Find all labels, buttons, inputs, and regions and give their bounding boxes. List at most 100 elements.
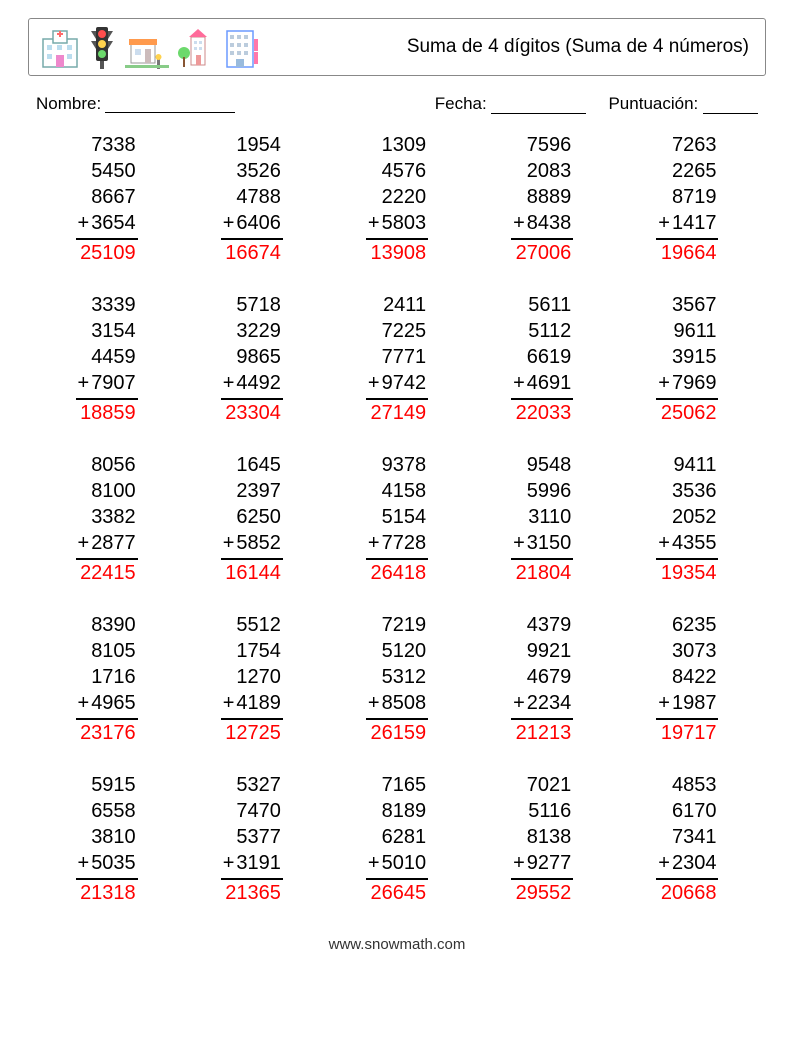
addend: 4788	[221, 184, 283, 210]
addend: 7263	[656, 132, 718, 158]
plus-sign: +	[658, 530, 672, 556]
addend: 8422	[656, 664, 718, 690]
addend: 1954	[221, 132, 283, 158]
name-blank[interactable]	[105, 94, 235, 113]
addend: 8138	[511, 824, 573, 850]
last-addend-line: +9742	[366, 370, 428, 396]
answer: 26645	[366, 880, 428, 906]
last-addend-line: +2304	[656, 850, 718, 876]
problem-stack: 532774705377+319121365	[221, 772, 283, 906]
addend: 8889	[511, 184, 573, 210]
addend: 7219	[366, 612, 428, 638]
problem-stack: 759620838889+843827006	[511, 132, 573, 266]
answer: 21213	[511, 720, 573, 746]
plus-sign: +	[513, 530, 527, 556]
plus-sign: +	[78, 210, 92, 236]
plus-sign: +	[78, 690, 92, 716]
addend: 9277	[527, 850, 572, 876]
addend: 5377	[221, 824, 283, 850]
last-addend-line: +7728	[366, 530, 428, 556]
answer: 22415	[76, 560, 138, 586]
answer: 18859	[76, 400, 138, 426]
addend: 4691	[527, 370, 572, 396]
header-icons	[39, 25, 263, 69]
addend: 1309	[366, 132, 428, 158]
last-addend-line: +7969	[656, 370, 718, 396]
last-addend-line: +4189	[221, 690, 283, 716]
name-label: Nombre:	[36, 94, 101, 114]
last-addend-line: +4355	[656, 530, 718, 556]
addend: 6250	[221, 504, 283, 530]
addend: 7728	[382, 530, 427, 556]
addend: 5718	[221, 292, 283, 318]
addition-problem: 721951205312+850826159	[324, 612, 469, 746]
addend: 3567	[656, 292, 718, 318]
last-addend-line: +2234	[511, 690, 573, 716]
addend: 3073	[656, 638, 718, 664]
addend: 7596	[511, 132, 573, 158]
addend: 2397	[221, 478, 283, 504]
addend: 3915	[656, 344, 718, 370]
plus-sign: +	[223, 850, 237, 876]
answer: 19717	[656, 720, 718, 746]
addend: 7165	[366, 772, 428, 798]
problem-stack: 333931544459+790718859	[76, 292, 138, 426]
problem-stack: 195435264788+640616674	[221, 132, 283, 266]
addend: 6619	[511, 344, 573, 370]
last-addend-line: +8438	[511, 210, 573, 236]
addend: 8508	[382, 690, 427, 716]
answer: 13908	[366, 240, 428, 266]
addend: 9742	[382, 370, 427, 396]
building-icon	[221, 25, 263, 69]
answer: 29552	[511, 880, 573, 906]
addend: 7021	[511, 772, 573, 798]
answer: 23176	[76, 720, 138, 746]
plus-sign: +	[658, 690, 672, 716]
addend: 3526	[221, 158, 283, 184]
answer: 25109	[76, 240, 138, 266]
answer: 21318	[76, 880, 138, 906]
addend: 5112	[511, 318, 573, 344]
addend: 7341	[656, 824, 718, 850]
addend: 3191	[236, 850, 281, 876]
problem-stack: 702151168138+927729552	[511, 772, 573, 906]
score-blank[interactable]	[703, 95, 758, 114]
last-addend-line: +6406	[221, 210, 283, 236]
addend: 2052	[656, 504, 718, 530]
last-addend-line: +8508	[366, 690, 428, 716]
addition-problem: 733854508667+365425109	[34, 132, 179, 266]
problem-stack: 551217541270+418912725	[221, 612, 283, 746]
addend: 5327	[221, 772, 283, 798]
plus-sign: +	[513, 850, 527, 876]
plus-sign: +	[368, 370, 382, 396]
addend: 6558	[76, 798, 138, 824]
last-addend-line: +7907	[76, 370, 138, 396]
answer: 27149	[366, 400, 428, 426]
addend: 7771	[366, 344, 428, 370]
addend: 1754	[221, 638, 283, 664]
date-blank[interactable]	[491, 95, 586, 114]
answer: 27006	[511, 240, 573, 266]
plus-sign: +	[223, 210, 237, 236]
addend: 3229	[221, 318, 283, 344]
addend: 4965	[91, 690, 136, 716]
addend: 3339	[76, 292, 138, 318]
addend: 2411	[366, 292, 428, 318]
footer-text: www.snowmath.com	[28, 936, 766, 953]
addend: 7225	[366, 318, 428, 344]
last-addend-line: +9277	[511, 850, 573, 876]
problem-stack: 356796113915+796925062	[656, 292, 718, 426]
addend: 2877	[91, 530, 136, 556]
addition-problem: 941135362052+435519354	[615, 452, 760, 586]
addend: 3810	[76, 824, 138, 850]
answer: 19664	[656, 240, 718, 266]
shop-icon	[123, 29, 171, 69]
answer: 21365	[221, 880, 283, 906]
last-addend-line: +1417	[656, 210, 718, 236]
addend: 8100	[76, 478, 138, 504]
addend: 4158	[366, 478, 428, 504]
answer: 25062	[656, 400, 718, 426]
problem-stack: 591565583810+503521318	[76, 772, 138, 906]
plus-sign: +	[513, 370, 527, 396]
addend: 7907	[91, 370, 136, 396]
